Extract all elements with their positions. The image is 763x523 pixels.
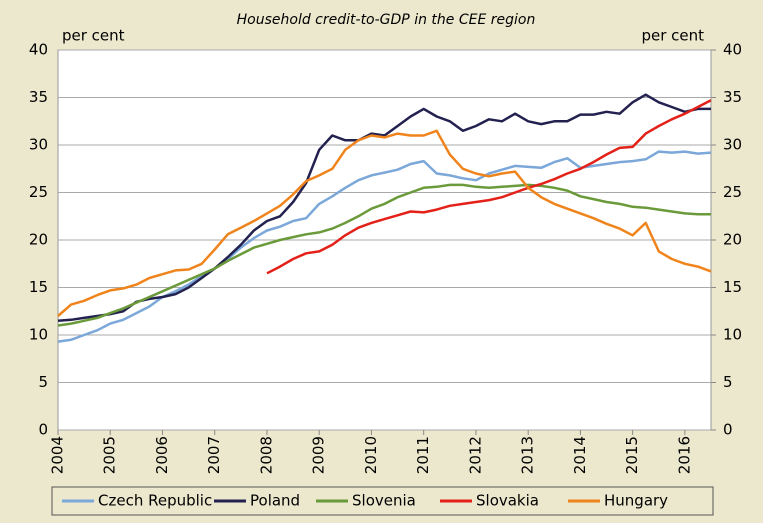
- y2-tick-label: 5: [723, 373, 733, 391]
- x-tick-label: 2015: [623, 436, 641, 474]
- series-line: [57, 183, 711, 327]
- y-tick-label: 5: [38, 373, 48, 391]
- y-axis-label: per cent: [62, 27, 125, 45]
- x-tick-label: 2013: [519, 436, 537, 474]
- x-tick-label: 2012: [466, 436, 484, 474]
- y2-axis-label: per cent: [641, 27, 704, 45]
- x-tick-label: 2009: [310, 436, 328, 474]
- y2-tick-label: 20: [723, 231, 742, 249]
- legend-label: Czech Republic: [98, 492, 212, 510]
- y2-tick-label: 35: [723, 88, 742, 106]
- y-tick-label: 30: [29, 136, 48, 154]
- y2-tick-label: 10: [723, 326, 742, 344]
- x-tick-label: 2004: [49, 436, 67, 474]
- y2-tick-label: 40: [723, 41, 742, 59]
- x-tick-label: 2010: [362, 436, 380, 474]
- series-line: [266, 99, 712, 275]
- series-line: [57, 129, 712, 317]
- legend-label: Slovakia: [476, 492, 539, 510]
- legend: [51, 486, 714, 516]
- y-tick-label: 15: [29, 278, 48, 296]
- x-tick-label: 2005: [101, 436, 119, 474]
- y2-tick-label: 15: [723, 278, 742, 296]
- x-tick-label: 2008: [257, 436, 275, 474]
- legend-label: Poland: [250, 492, 300, 510]
- chart-title: Household credit-to-GDP in the CEE regio…: [237, 12, 536, 28]
- x-tick-label: 2011: [414, 436, 432, 474]
- y2-tick-label: 30: [723, 136, 742, 154]
- legend-label: Slovenia: [352, 492, 416, 510]
- series-line: [57, 93, 711, 323]
- y-tick-label: 25: [29, 183, 48, 201]
- legend-label: Hungary: [604, 492, 668, 510]
- y-tick-label: 10: [29, 326, 48, 344]
- y-tick-label: 0: [38, 421, 48, 439]
- x-tick-label: 2016: [675, 436, 693, 474]
- x-tick-label: 2007: [205, 436, 223, 474]
- y-tick-label: 20: [29, 231, 48, 249]
- y-tick-label: 35: [29, 88, 48, 106]
- y-tick-label: 40: [29, 41, 48, 59]
- x-tick-label: 2006: [153, 436, 171, 474]
- y2-tick-label: 0: [723, 421, 733, 439]
- y2-tick-label: 25: [723, 183, 742, 201]
- x-tick-label: 2014: [571, 436, 589, 474]
